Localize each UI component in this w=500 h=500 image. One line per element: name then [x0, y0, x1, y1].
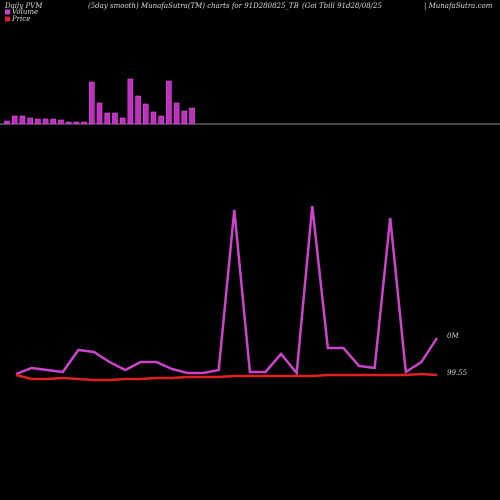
bar: [135, 95, 141, 125]
bar: [189, 107, 195, 125]
bar: [81, 121, 87, 125]
bar: [96, 102, 103, 125]
end-label: 99.55: [447, 369, 468, 377]
bar: [112, 112, 118, 125]
bar: [173, 102, 180, 125]
bar: [166, 80, 172, 125]
bar: [4, 120, 10, 125]
bar: [158, 115, 164, 125]
bar: [119, 117, 126, 125]
chart-subtitle: (5day smooth) MunafaSutra(TM) charts for…: [88, 2, 299, 10]
chart-title: Daily PVM: [4, 2, 43, 10]
end-label: 0M: [447, 332, 459, 340]
bar: [50, 118, 57, 125]
bar: [42, 118, 49, 125]
bar: [19, 115, 26, 125]
bar: [73, 121, 80, 125]
bar: [181, 110, 188, 125]
bar: [150, 111, 157, 125]
bar: [65, 121, 72, 125]
legend-swatch: [5, 16, 10, 22]
chart-subtitle: | MunafaSutra.com: [424, 2, 493, 10]
bar: [11, 115, 18, 125]
bar: [27, 117, 33, 125]
bar: [127, 78, 134, 125]
bar: [104, 112, 111, 125]
bar: [35, 118, 41, 125]
chart-subtitle: (Goi Tbill 91d28/08/25: [302, 2, 382, 10]
legend-label: Volume: [12, 8, 38, 16]
legend-label: Price: [11, 15, 30, 23]
bar: [89, 81, 95, 125]
line: [15, 372, 438, 382]
bar: [142, 103, 149, 125]
line: [15, 205, 439, 377]
bar: [58, 119, 64, 125]
legend-swatch: [5, 9, 10, 15]
